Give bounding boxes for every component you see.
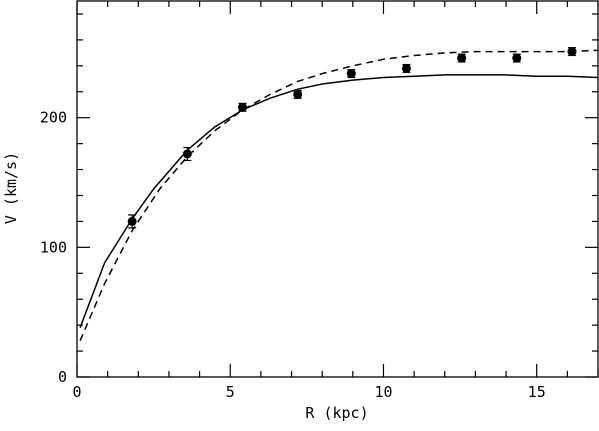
plot-frame — [76, 0, 599, 378]
y-tick-label: 0 — [58, 368, 67, 386]
y-tick-label: 100 — [40, 238, 67, 256]
solid-model-curve — [79, 74, 599, 328]
data-point — [457, 53, 467, 63]
data-point — [293, 89, 303, 99]
data-point — [237, 102, 247, 112]
x-tick-label: 5 — [226, 383, 235, 401]
x-tick-label: 10 — [374, 383, 392, 401]
data-point — [127, 216, 137, 226]
x-tick-label: 15 — [528, 383, 546, 401]
model-curves — [79, 49, 599, 341]
x-axis-title: R (kpc) — [305, 404, 368, 422]
data-point — [346, 69, 356, 79]
y-axis-title: V (km/s) — [2, 152, 20, 224]
data-point — [401, 63, 411, 73]
data-point — [182, 149, 192, 159]
dashed-model-curve — [79, 49, 599, 341]
data-point — [512, 53, 522, 63]
axes: 0 5 10 15 0 100 200 — [40, 0, 599, 401]
data-points — [127, 47, 577, 229]
x-tick-label: 0 — [72, 383, 81, 401]
y-tick-label: 200 — [40, 109, 67, 127]
data-point — [567, 47, 577, 57]
